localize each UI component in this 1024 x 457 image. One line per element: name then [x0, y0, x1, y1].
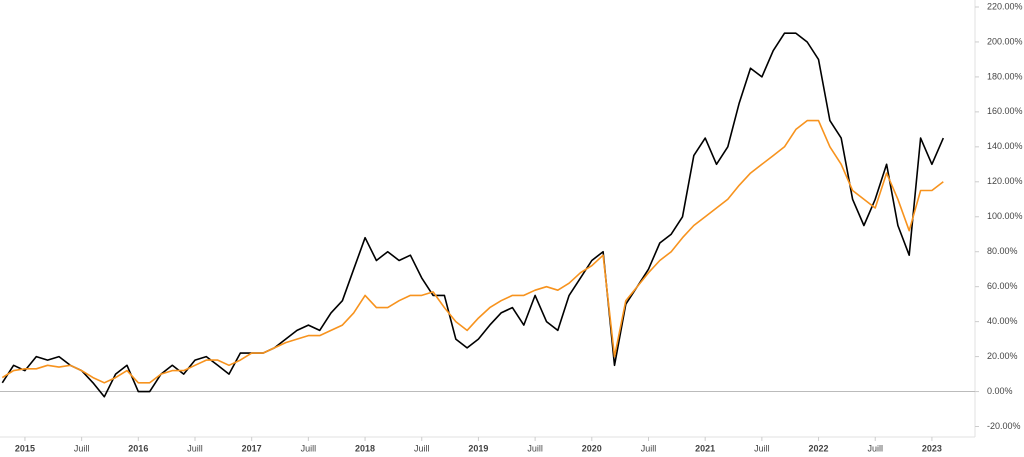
x-tick-label: 2023: [922, 443, 942, 453]
x-tick-label: 2020: [582, 443, 602, 453]
y-tick-label: 40.00%: [987, 316, 1018, 326]
x-tick-label: 2017: [242, 443, 262, 453]
y-tick-label: 140.00%: [987, 141, 1023, 151]
x-tick-label: Juill: [527, 443, 543, 453]
y-tick-label: 120.00%: [987, 176, 1023, 186]
y-tick-label: 20.00%: [987, 351, 1018, 361]
y-tick-label: 0.00%: [987, 386, 1013, 396]
y-tick-label: 100.00%: [987, 211, 1023, 221]
x-tick-label: 2016: [128, 443, 148, 453]
x-tick-label: 2019: [468, 443, 488, 453]
y-tick-label: 80.00%: [987, 246, 1018, 256]
series-line: [1, 119, 944, 384]
x-tick-label: 2015: [15, 443, 35, 453]
y-tick-label: 160.00%: [987, 106, 1023, 116]
x-tick-label: Juill: [867, 443, 883, 453]
y-tick-label: 60.00%: [987, 281, 1018, 291]
y-tick-label: 180.00%: [987, 71, 1023, 81]
x-tick-label: 2018: [355, 443, 375, 453]
x-tick-label: Juill: [74, 443, 90, 453]
x-tick-label: Juill: [754, 443, 770, 453]
y-tick-label: 220.00%: [987, 1, 1023, 11]
series-line: [1, 32, 945, 398]
x-tick-label: 2021: [695, 443, 715, 453]
x-tick-label: 2022: [809, 443, 829, 453]
x-tick-label: Juill: [414, 443, 430, 453]
x-tick-label: Juill: [641, 443, 657, 453]
x-tick-label: Juill: [301, 443, 317, 453]
x-tick-label: Juill: [187, 443, 203, 453]
y-tick-label: 200.00%: [987, 36, 1023, 46]
y-tick-label: -20.00%: [987, 421, 1021, 431]
